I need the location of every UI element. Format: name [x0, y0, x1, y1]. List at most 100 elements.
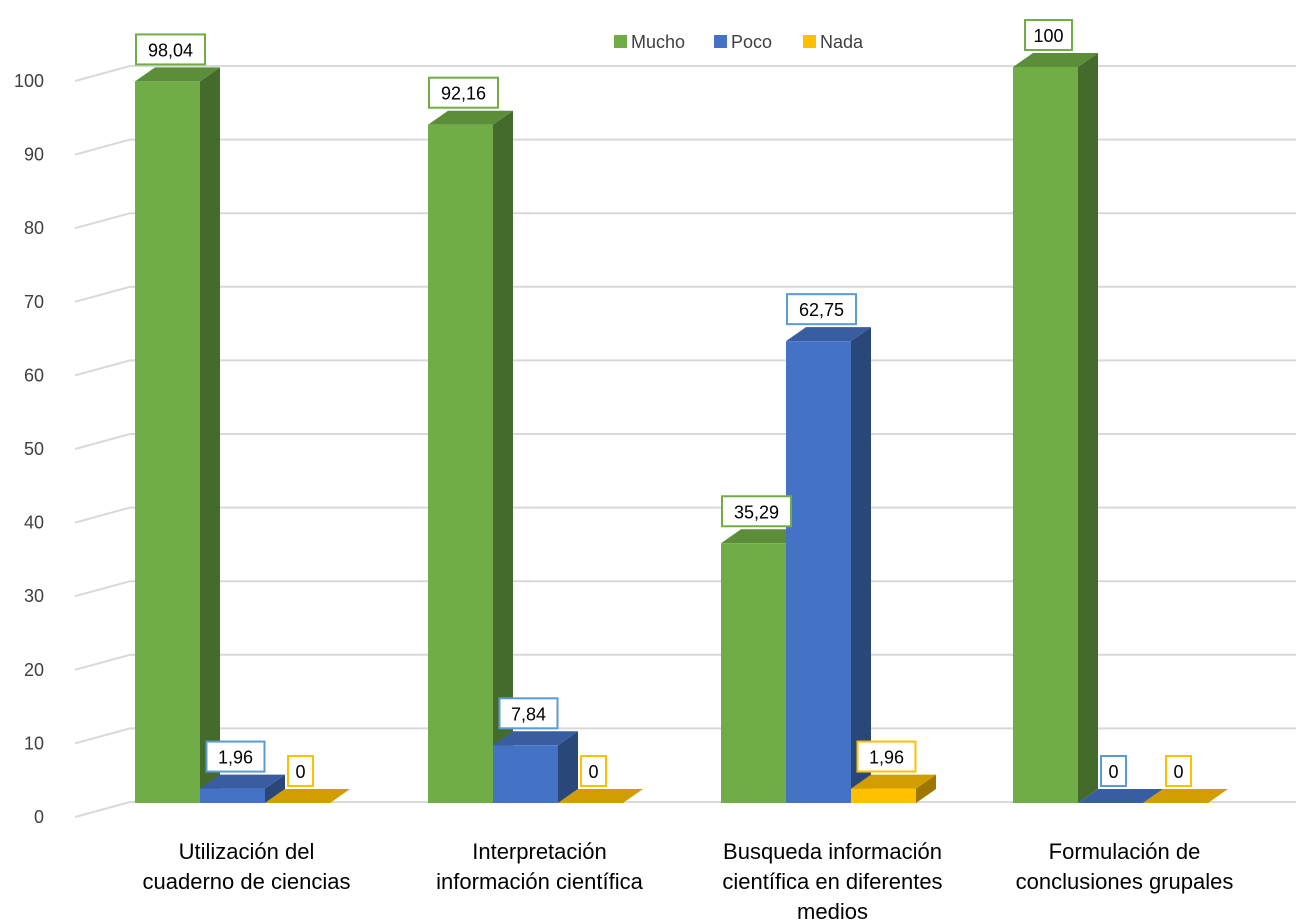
gridline [74, 433, 1296, 450]
gridlines [74, 65, 1296, 818]
bar-nada [851, 774, 936, 803]
gridline [74, 359, 1296, 377]
bar-nada [558, 789, 643, 803]
bar-side [916, 774, 936, 803]
bar-poco [493, 731, 578, 803]
data-label: 1,96 [205, 740, 266, 773]
x-category-label: información científica [436, 869, 643, 894]
gridline [74, 653, 1296, 671]
data-label: 62,75 [786, 293, 857, 326]
bar-side [1078, 53, 1098, 803]
data-label-text: 100 [1033, 26, 1063, 46]
legend-swatch [803, 35, 816, 48]
x-category-label: conclusiones grupales [1016, 869, 1234, 894]
data-label: 92,16 [428, 76, 499, 109]
data-label-box [1024, 19, 1073, 51]
bar-top [558, 789, 643, 803]
data-label: 0 [580, 755, 607, 787]
data-label: 100 [1024, 19, 1073, 51]
bar-poco [1078, 789, 1163, 803]
legend: Mucho Poco Nada [614, 32, 864, 52]
y-tick-label: 70 [24, 292, 44, 312]
data-labels: 98,04 92,16 35,29 100 1,96 7,84 62,75 0 0 0 1,96 0 [135, 19, 1192, 787]
bar-top [135, 67, 220, 82]
bar-mucho [428, 110, 513, 804]
x-axis: Utilización del cuaderno de ciencias Inter… [143, 839, 1234, 922]
data-label: 0 [287, 755, 314, 787]
legend-label: Mucho [631, 32, 685, 52]
data-label-box [786, 293, 857, 326]
bar-side [851, 327, 871, 803]
bar-mucho [1013, 53, 1098, 803]
data-label-box [1100, 755, 1127, 787]
data-label-box [498, 697, 559, 730]
data-label-text: 0 [1173, 762, 1183, 782]
data-label-box [856, 740, 917, 773]
bar-top [493, 731, 578, 746]
bar-mucho [135, 67, 220, 803]
x-category-label: Interpretación [472, 839, 607, 864]
x-category-label: cuaderno de ciencias [143, 869, 351, 894]
y-tick-label: 100 [14, 71, 44, 91]
bar-top [1078, 789, 1163, 803]
bar-front [786, 341, 851, 803]
bar-poco [200, 774, 285, 803]
bar-top [721, 529, 806, 544]
data-label-box [205, 740, 266, 773]
gridline [74, 212, 1296, 230]
bar-top [786, 327, 871, 342]
legend-item: Poco [714, 32, 772, 52]
bar-front [721, 543, 786, 803]
gridline [74, 138, 1296, 156]
data-label-text: 1,96 [218, 748, 253, 768]
bar-top [428, 110, 513, 125]
x-category-label: Formulación de [1049, 839, 1201, 864]
bar-front [493, 745, 558, 803]
data-label: 98,04 [135, 33, 206, 66]
legend-swatch [614, 35, 627, 48]
x-category-label: medios [797, 899, 868, 922]
data-label-text: 0 [295, 762, 305, 782]
data-label-box [1165, 755, 1192, 787]
bar-top [1143, 789, 1228, 803]
gridline [74, 65, 1296, 82]
y-tick-label: 10 [24, 733, 44, 753]
bar-top [265, 789, 350, 803]
bar-top [200, 774, 285, 789]
bar-poco [786, 327, 871, 803]
gridline [74, 285, 1296, 303]
data-label-text: 1,96 [869, 748, 904, 768]
y-tick-label: 90 [24, 145, 44, 165]
data-label-text: 98,04 [148, 40, 193, 60]
x-category-label: Utilización del [179, 839, 315, 864]
x-category-label: científica en diferentes [722, 869, 942, 894]
y-tick-label: 30 [24, 586, 44, 606]
data-label-box [135, 33, 206, 66]
gridline [74, 801, 1296, 818]
data-label-text: 0 [1108, 762, 1118, 782]
gridline [74, 580, 1296, 598]
y-axis: 0 10 20 30 40 50 60 70 80 90 100 [14, 71, 44, 827]
bar-nada [1143, 789, 1228, 803]
x-category-label: Busqueda información [723, 839, 942, 864]
bar-front [428, 124, 493, 804]
legend-item: Nada [803, 32, 864, 52]
bar-side [265, 774, 285, 803]
data-label-text: 92,16 [441, 84, 486, 104]
legend-swatch [714, 35, 727, 48]
gridline [74, 506, 1296, 524]
bar-front [1013, 67, 1078, 803]
bar-top [851, 774, 936, 789]
data-label-text: 7,84 [511, 704, 546, 724]
data-label: 0 [1165, 755, 1192, 787]
data-label-box [287, 755, 314, 787]
y-tick-label: 20 [24, 660, 44, 680]
data-label-text: 62,75 [799, 300, 844, 320]
y-tick-label: 80 [24, 218, 44, 238]
data-label: 7,84 [498, 697, 559, 730]
data-label-text: 0 [588, 762, 598, 782]
bar-side [558, 731, 578, 803]
data-label: 35,29 [721, 495, 792, 528]
